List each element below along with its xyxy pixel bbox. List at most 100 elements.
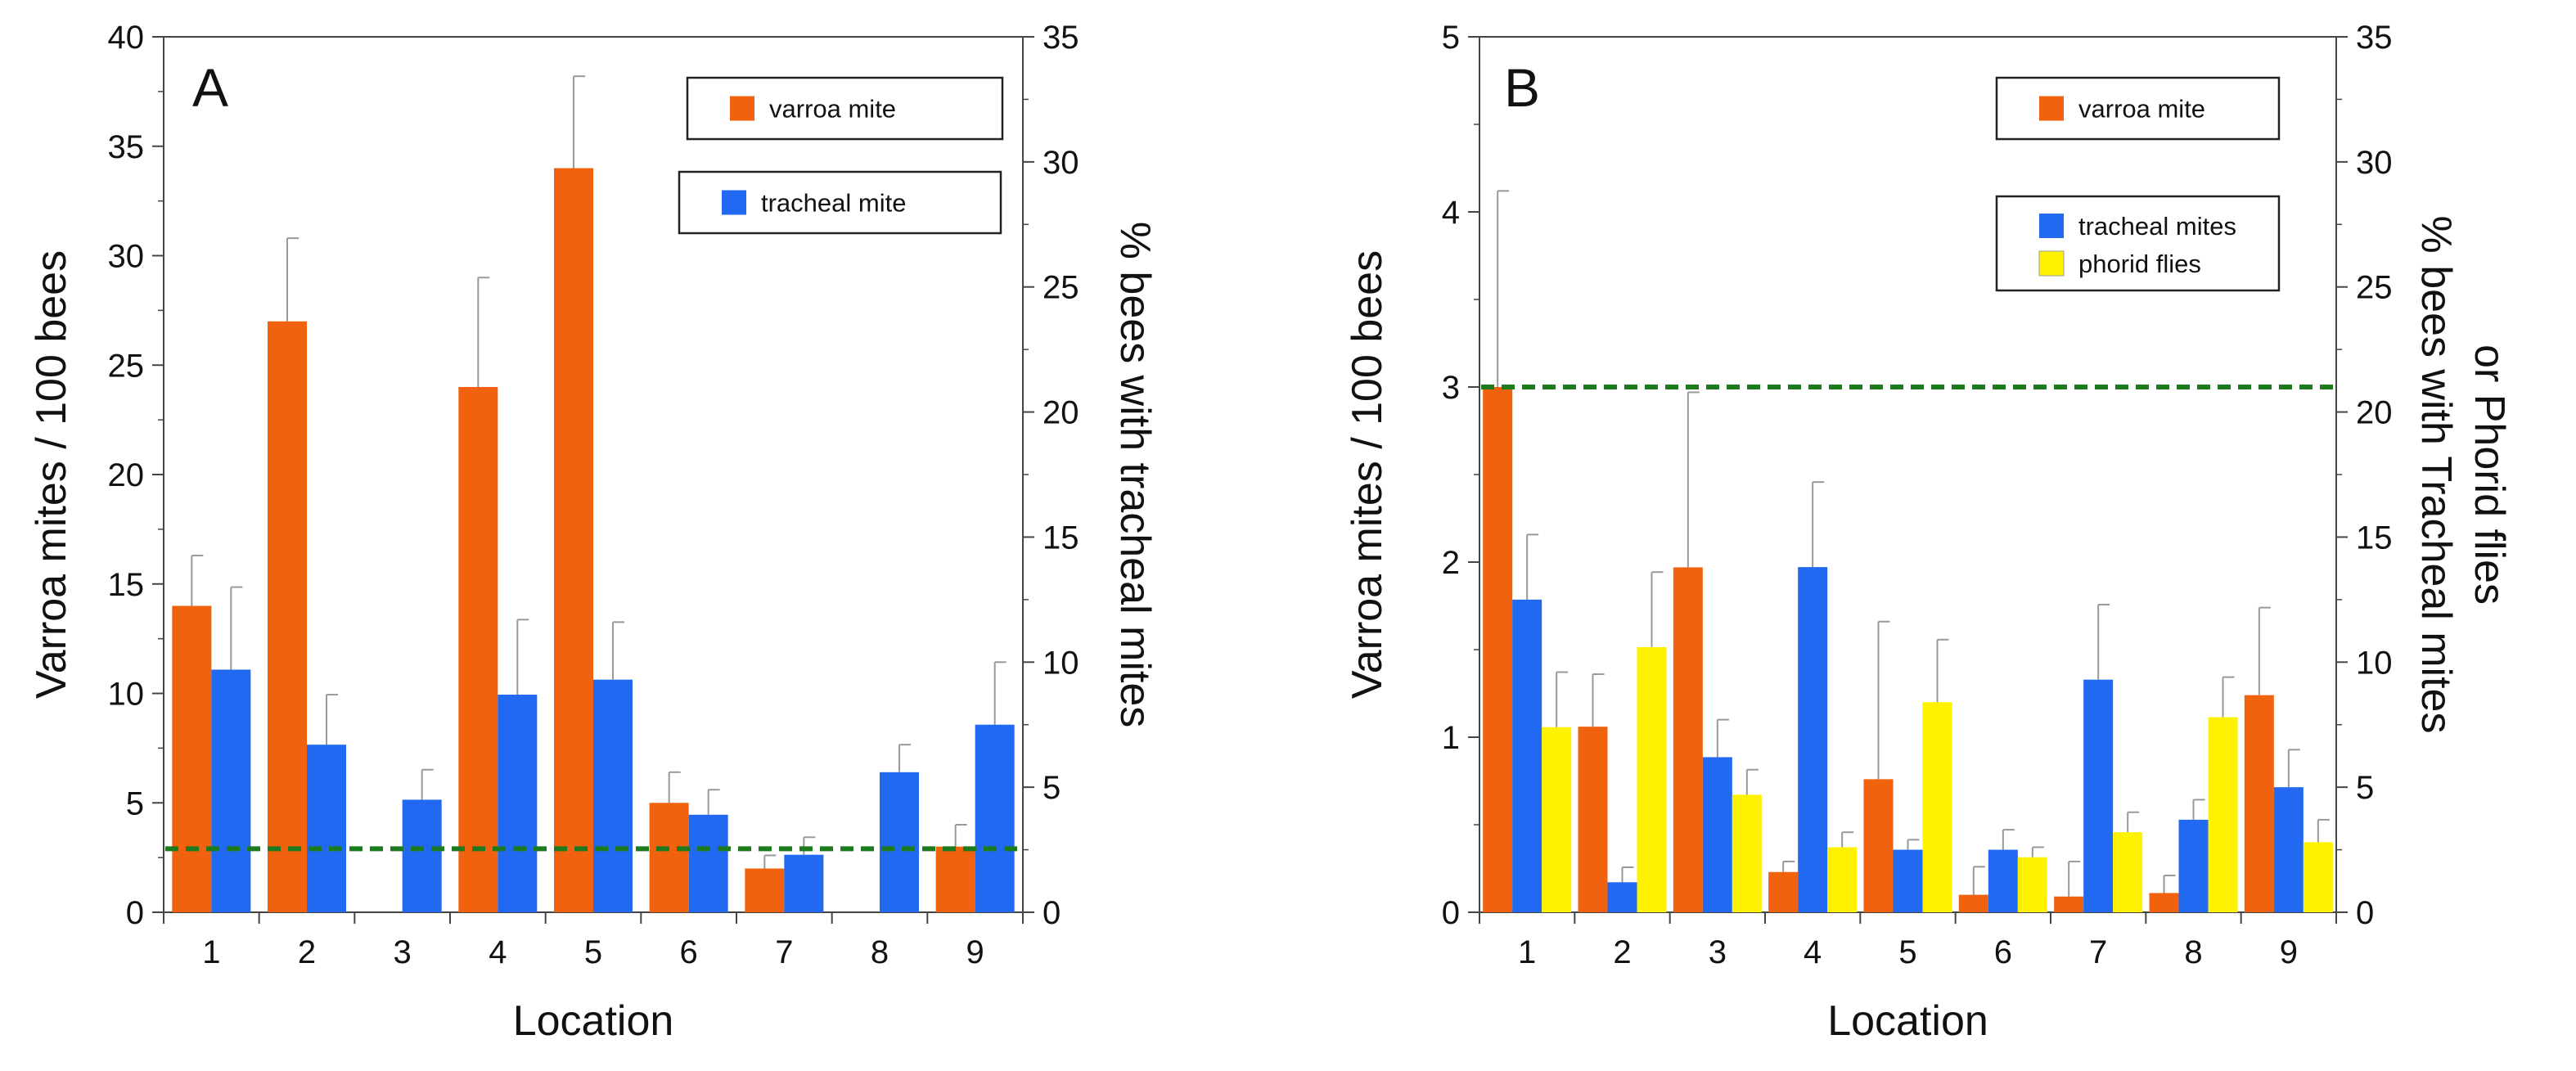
legend-swatch bbox=[2039, 214, 2064, 238]
bar-varroa-mite bbox=[268, 321, 307, 912]
x-tick-label: 5 bbox=[584, 934, 602, 970]
left-y-tick-label: 5 bbox=[126, 785, 144, 821]
bar-tracheal-mites bbox=[1702, 757, 1732, 912]
legend-label: tracheal mite bbox=[761, 189, 906, 218]
bar-varroa-mite bbox=[649, 803, 689, 912]
x-axis-label: Location bbox=[1827, 997, 1988, 1045]
bar-phorid-flies bbox=[1542, 727, 1572, 912]
bar-tracheal-mite bbox=[211, 669, 251, 912]
right-y-tick-label: 0 bbox=[1043, 895, 1061, 931]
bar-tracheal-mites bbox=[1988, 849, 2018, 912]
right-y-tick-label: 20 bbox=[2356, 395, 2393, 431]
bar-varroa-mite bbox=[554, 168, 593, 912]
left-y-tick-label: 4 bbox=[1442, 195, 1460, 231]
x-tick-label: 2 bbox=[1613, 934, 1631, 970]
left-y-tick-label: 35 bbox=[108, 129, 145, 165]
plot-frame bbox=[1479, 36, 2337, 913]
bar-varroa-mite bbox=[1483, 387, 1513, 912]
bar-varroa-mite bbox=[935, 846, 975, 912]
bar-tracheal-mites bbox=[1512, 599, 1542, 912]
bar-varroa-mite bbox=[2149, 893, 2179, 912]
left-y-axis-label: Varroa mites / 100 bees bbox=[1344, 250, 1391, 699]
x-tick-label: 7 bbox=[2089, 934, 2107, 970]
x-axis-label: Location bbox=[513, 997, 674, 1045]
bar-tracheal-mites bbox=[1893, 849, 1923, 912]
bar-varroa-mite bbox=[1578, 727, 1608, 912]
bar-phorid-flies bbox=[2208, 717, 2238, 912]
left-y-tick-label: 1 bbox=[1442, 720, 1460, 756]
bar-phorid-flies bbox=[1922, 702, 1952, 912]
right-y-tick-label: 15 bbox=[1043, 520, 1079, 556]
bar-phorid-flies bbox=[1637, 646, 1667, 912]
x-tick-label: 1 bbox=[1518, 934, 1536, 970]
bar-tracheal-mite bbox=[784, 854, 824, 912]
bar-tracheal-mite bbox=[498, 695, 538, 912]
bar-varroa-mite bbox=[172, 605, 212, 912]
x-tick-label: 6 bbox=[1994, 934, 2012, 970]
right-y-tick-label: 0 bbox=[2356, 895, 2374, 931]
left-y-tick-label: 25 bbox=[108, 348, 145, 384]
bar-tracheal-mite bbox=[593, 679, 633, 912]
bar-tracheal-mites bbox=[2083, 679, 2114, 912]
x-tick-label: 9 bbox=[966, 934, 984, 970]
bar-varroa-mite bbox=[1673, 567, 1703, 912]
right-y-tick-label: 30 bbox=[1043, 145, 1079, 181]
x-tick-label: 8 bbox=[871, 934, 889, 970]
bar-phorid-flies bbox=[1827, 847, 1858, 912]
legend-label: phorid flies bbox=[2078, 250, 2201, 278]
x-tick-label: 4 bbox=[489, 934, 507, 970]
bar-varroa-mite bbox=[1863, 779, 1894, 912]
panel-label: B bbox=[1504, 57, 1540, 118]
legend-swatch bbox=[2039, 96, 2064, 121]
legend-swatch bbox=[2038, 250, 2065, 277]
x-tick-label: 8 bbox=[2184, 934, 2202, 970]
legend-label: varroa mite bbox=[2078, 95, 2205, 124]
right-y-tick-label: 35 bbox=[2356, 20, 2393, 56]
legend-swatch bbox=[722, 190, 746, 215]
right-y-tick-label: 5 bbox=[1043, 770, 1061, 806]
right-y-tick-label: 25 bbox=[1043, 270, 1079, 306]
left-y-tick-label: 10 bbox=[108, 677, 145, 713]
right-y-tick-label: 10 bbox=[2356, 645, 2393, 681]
panel-label: A bbox=[192, 57, 228, 118]
x-tick-label: 9 bbox=[2280, 934, 2298, 970]
left-y-axis-label: Varroa mites / 100 bees bbox=[28, 250, 75, 699]
right-y-tick-label: 5 bbox=[2356, 770, 2374, 806]
bar-phorid-flies bbox=[1732, 794, 1762, 912]
bar-tracheal-mites bbox=[1607, 882, 1637, 912]
x-tick-label: 3 bbox=[1709, 934, 1727, 970]
bar-tracheal-mites bbox=[2273, 787, 2304, 912]
bar-tracheal-mite bbox=[880, 772, 919, 912]
left-y-tick-label: 30 bbox=[108, 239, 145, 275]
left-y-tick-label: 0 bbox=[126, 895, 144, 931]
bar-varroa-mite bbox=[745, 868, 785, 912]
bar-varroa-mite bbox=[2054, 896, 2084, 912]
panel-b: 0 1 2 3 4 5 0 5 10 15 20 25 30 35 1 2 3 4 5 6 7 8 9 B Location Va… bbox=[1344, 20, 2513, 1045]
x-tick-label: 1 bbox=[202, 934, 220, 970]
right-y-tick-label: 10 bbox=[1043, 645, 1079, 681]
bar-phorid-flies bbox=[2303, 842, 2333, 912]
bar-tracheal-mite bbox=[307, 745, 346, 912]
bar-varroa-mite bbox=[1958, 894, 1988, 912]
bar-tracheal-mite bbox=[688, 814, 728, 912]
right-y-tick-label: 20 bbox=[1043, 395, 1079, 431]
right-y-axis-label: % bees with tracheal mites bbox=[1111, 222, 1159, 728]
x-tick-label: 2 bbox=[298, 934, 316, 970]
legend-label: tracheal mites bbox=[2078, 212, 2236, 241]
x-tick-label: 3 bbox=[394, 934, 412, 970]
left-y-tick-label: 2 bbox=[1442, 545, 1460, 581]
bar-tracheal-mite bbox=[402, 799, 442, 912]
right-y-tick-label: 15 bbox=[2356, 520, 2393, 556]
right-y-tick-label: 25 bbox=[2356, 270, 2393, 306]
x-tick-label: 4 bbox=[1804, 934, 1822, 970]
left-y-tick-label: 0 bbox=[1442, 895, 1460, 931]
left-y-tick-label: 20 bbox=[108, 457, 145, 493]
bar-tracheal-mites bbox=[2178, 819, 2209, 912]
x-tick-label: 6 bbox=[680, 934, 698, 970]
bar-tracheal-mite bbox=[975, 724, 1015, 912]
legend-box bbox=[678, 170, 1002, 235]
right-y-tick-label: 30 bbox=[2356, 145, 2393, 181]
bar-phorid-flies bbox=[2113, 832, 2143, 912]
x-tick-label: 5 bbox=[1898, 934, 1916, 970]
